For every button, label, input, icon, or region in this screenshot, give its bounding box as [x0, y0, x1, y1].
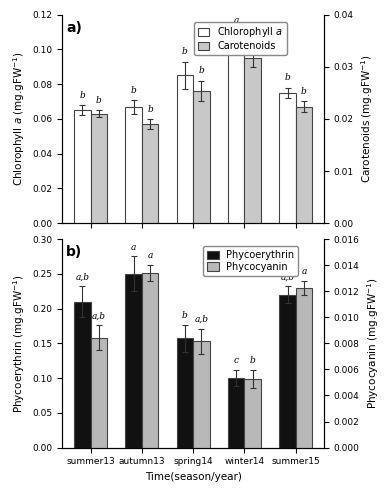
- Text: b: b: [250, 356, 256, 365]
- Bar: [125, 106, 142, 223]
- Text: a: a: [147, 251, 153, 260]
- X-axis label: Time(season/year): Time(season/year): [145, 472, 241, 482]
- Text: a,b: a,b: [92, 312, 106, 320]
- Text: b: b: [147, 105, 153, 114]
- Text: a): a): [66, 21, 82, 35]
- Legend: Chlorophyll $a$, Carotenoids: Chlorophyll $a$, Carotenoids: [194, 22, 287, 55]
- Text: a,b: a,b: [281, 273, 294, 282]
- Bar: [245, 58, 261, 223]
- Text: c: c: [234, 356, 239, 365]
- Text: a,b: a,b: [194, 315, 208, 324]
- Bar: [91, 338, 107, 448]
- Bar: [228, 39, 245, 223]
- Bar: [142, 124, 158, 223]
- Text: b: b: [182, 47, 188, 56]
- Bar: [228, 378, 245, 448]
- Bar: [142, 273, 158, 448]
- Legend: Phycoerythrin, Phycocyanin: Phycoerythrin, Phycocyanin: [203, 246, 298, 276]
- Bar: [74, 302, 91, 448]
- Text: b): b): [66, 246, 82, 259]
- Bar: [296, 288, 312, 448]
- Text: b: b: [80, 91, 85, 100]
- Text: b: b: [131, 86, 136, 95]
- Bar: [74, 110, 91, 223]
- Text: b: b: [96, 96, 102, 105]
- Text: b: b: [285, 73, 290, 82]
- Text: a: a: [250, 35, 255, 44]
- Bar: [245, 379, 261, 448]
- Text: b: b: [182, 311, 188, 320]
- Y-axis label: Carotenoids (mg.gFW$^{-1}$): Carotenoids (mg.gFW$^{-1}$): [359, 54, 375, 183]
- Text: b: b: [301, 87, 307, 96]
- Bar: [177, 75, 193, 223]
- Bar: [125, 274, 142, 448]
- Bar: [279, 93, 296, 223]
- Bar: [193, 91, 210, 223]
- Text: a: a: [234, 16, 239, 25]
- Y-axis label: Chlorophyll $a$ (mg.gFW$^{-1}$): Chlorophyll $a$ (mg.gFW$^{-1}$): [11, 51, 27, 186]
- Text: b: b: [198, 67, 204, 75]
- Y-axis label: Phycocyanin (mg.gFW$^{-1}$): Phycocyanin (mg.gFW$^{-1}$): [365, 278, 381, 409]
- Text: a: a: [131, 243, 136, 251]
- Y-axis label: Phycoerythrin (mg.gFW$^{-1}$): Phycoerythrin (mg.gFW$^{-1}$): [11, 274, 27, 413]
- Bar: [296, 106, 312, 223]
- Bar: [177, 339, 193, 448]
- Bar: [91, 114, 107, 223]
- Bar: [193, 341, 210, 448]
- Text: a,b: a,b: [75, 273, 89, 282]
- Bar: [279, 295, 296, 448]
- Text: a: a: [301, 267, 307, 276]
